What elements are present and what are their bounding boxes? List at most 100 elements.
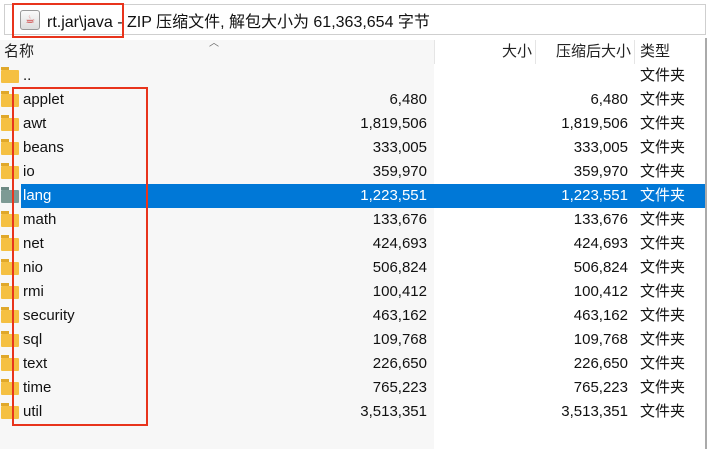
packed-size: 3,513,351 (561, 403, 628, 420)
table-row[interactable]: math 133,676 133,676 文件夹 (0, 208, 705, 232)
file-size: 424,693 (372, 235, 427, 252)
folder-icon (1, 211, 19, 227)
file-size: 133,676 (372, 211, 427, 228)
table-row[interactable]: lang 1,223,551 1,223,551 文件夹 (0, 184, 705, 208)
folder-icon (1, 307, 19, 323)
packed-size: 506,824 (573, 259, 628, 276)
file-name: net (23, 235, 44, 252)
packed-size: 359,970 (573, 163, 628, 180)
file-size: 6,480 (389, 91, 427, 108)
file-type: 文件夹 (640, 283, 686, 300)
table-row[interactable]: sql 109,768 109,768 文件夹 (0, 328, 705, 352)
file-size: 463,162 (372, 307, 427, 324)
packed-size: 765,223 (573, 379, 628, 396)
file-type: 文件夹 (640, 67, 686, 84)
file-type: 文件夹 (640, 331, 686, 348)
table-row[interactable]: .. 文件夹 (0, 64, 705, 88)
table-row[interactable]: awt 1,819,506 1,819,506 文件夹 (0, 112, 705, 136)
table-row[interactable]: text 226,650 226,650 文件夹 (0, 352, 705, 376)
folder-icon (1, 187, 19, 203)
packed-size: 463,162 (573, 307, 628, 324)
file-type: 文件夹 (640, 91, 686, 108)
file-type: 文件夹 (640, 163, 686, 180)
packed-size: 333,005 (573, 139, 628, 156)
folder-icon (1, 283, 19, 299)
file-size: 226,650 (372, 355, 427, 372)
file-size: 506,824 (372, 259, 427, 276)
file-type: 文件夹 (640, 307, 686, 324)
table-row[interactable]: time 765,223 765,223 文件夹 (0, 376, 705, 400)
folder-icon (1, 235, 19, 251)
table-row[interactable]: beans 333,005 333,005 文件夹 (0, 136, 705, 160)
file-size: 765,223 (372, 379, 427, 396)
file-name: security (23, 307, 75, 324)
folder-icon (1, 67, 19, 83)
folder-icon (1, 91, 19, 107)
table-row[interactable]: security 463,162 463,162 文件夹 (0, 304, 705, 328)
address-bar[interactable]: ☕ rt.jar\java - ZIP 压缩文件, 解包大小为 61,363,6… (4, 4, 706, 35)
address-text: rt.jar\java - ZIP 压缩文件, 解包大小为 61,363,654… (47, 13, 430, 31)
packed-size: 226,650 (573, 355, 628, 372)
file-name: time (23, 379, 52, 396)
column-header-name[interactable]: 名称 (4, 43, 35, 60)
folder-icon (1, 139, 19, 155)
file-type: 文件夹 (640, 403, 686, 420)
column-divider[interactable] (634, 40, 635, 64)
file-name: math (23, 211, 57, 228)
column-header-type[interactable]: 类型 (640, 43, 671, 60)
highlight-box-path (12, 3, 124, 38)
file-type: 文件夹 (640, 115, 686, 132)
file-name: nio (23, 259, 44, 276)
file-type: 文件夹 (640, 187, 686, 204)
file-name: io (23, 163, 35, 180)
table-row[interactable]: io 359,970 359,970 文件夹 (0, 160, 705, 184)
folder-icon (1, 115, 19, 131)
table-row[interactable]: nio 506,824 506,824 文件夹 (0, 256, 705, 280)
file-name: beans (23, 139, 64, 156)
file-name: .. (23, 67, 32, 84)
file-size: 1,223,551 (360, 187, 427, 204)
column-divider[interactable] (434, 40, 435, 64)
table-row[interactable]: util 3,513,351 3,513,351 文件夹 (0, 400, 705, 424)
name-column-background (0, 40, 434, 449)
highlight-box-folders (12, 87, 148, 426)
sort-ascending-icon: ︿ (209, 38, 219, 49)
file-size: 359,970 (372, 163, 427, 180)
folder-icon (1, 331, 19, 347)
packed-size: 1,819,506 (561, 115, 628, 132)
file-size: 100,412 (372, 283, 427, 300)
packed-size: 109,768 (573, 331, 628, 348)
file-type: 文件夹 (640, 235, 686, 252)
selection-highlight (21, 184, 705, 208)
folder-icon (1, 379, 19, 395)
table-row[interactable]: net 424,693 424,693 文件夹 (0, 232, 705, 256)
file-type: 文件夹 (640, 259, 686, 276)
file-name: awt (23, 115, 47, 132)
table-row[interactable]: applet 6,480 6,480 文件夹 (0, 88, 705, 112)
packed-size: 6,480 (590, 91, 628, 108)
column-header-size[interactable]: 大小 (501, 43, 532, 60)
scrollbar-border (705, 38, 707, 449)
column-header-packed-size[interactable]: 压缩后大小 (555, 43, 631, 60)
column-divider[interactable] (535, 40, 536, 64)
packed-size: 100,412 (573, 283, 628, 300)
folder-icon (1, 259, 19, 275)
file-type: 文件夹 (640, 211, 686, 228)
java-archive-icon: ☕ (20, 9, 40, 30)
packed-size: 424,693 (573, 235, 628, 252)
file-size: 1,819,506 (360, 115, 427, 132)
table-row[interactable]: rmi 100,412 100,412 文件夹 (0, 280, 705, 304)
file-name: rmi (23, 283, 44, 300)
folder-icon (1, 355, 19, 371)
file-name: text (23, 355, 48, 372)
file-name: sql (23, 331, 43, 348)
file-size: 109,768 (372, 331, 427, 348)
file-type: 文件夹 (640, 139, 686, 156)
file-size: 3,513,351 (360, 403, 427, 420)
file-type: 文件夹 (640, 355, 686, 372)
file-name: util (23, 403, 43, 420)
file-type: 文件夹 (640, 379, 686, 396)
file-size: 333,005 (372, 139, 427, 156)
folder-icon (1, 163, 19, 179)
folder-icon (1, 403, 19, 419)
